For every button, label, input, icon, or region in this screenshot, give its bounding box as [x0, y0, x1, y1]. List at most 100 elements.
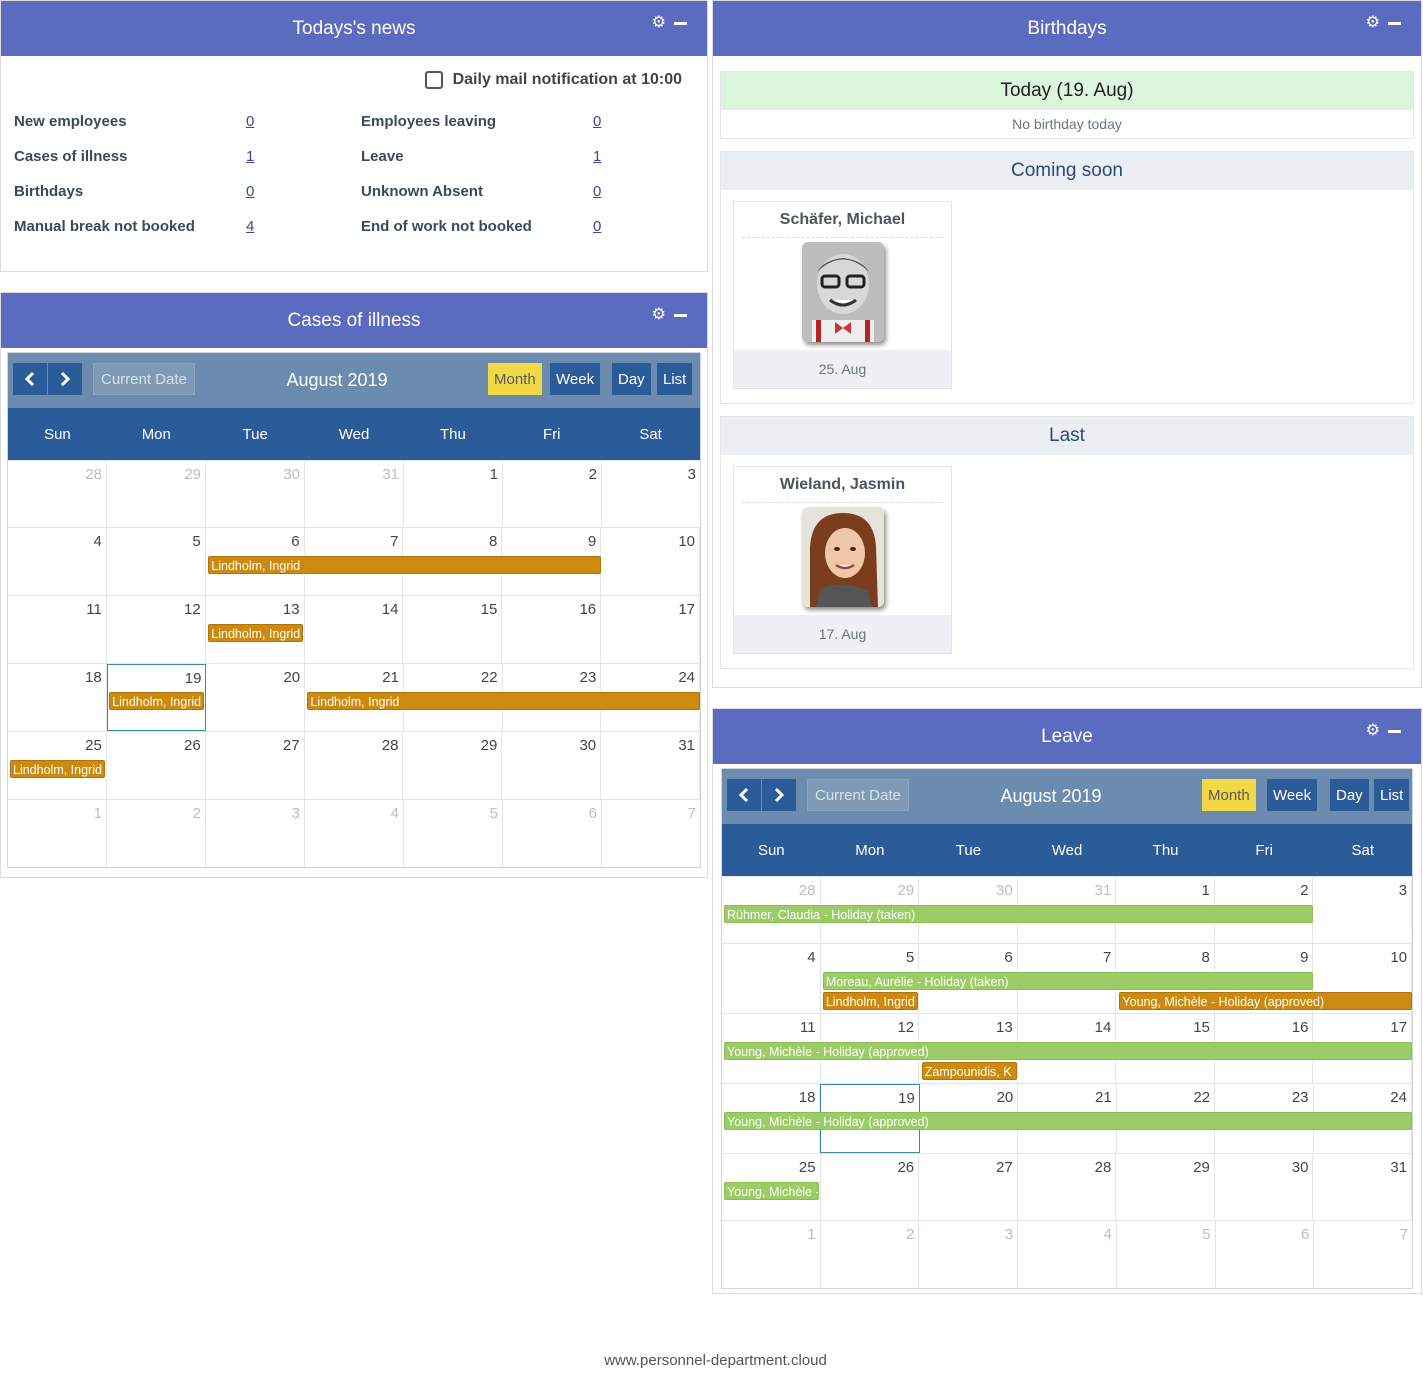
calendar-day-cell[interactable]: 14	[305, 596, 404, 663]
calendar-event[interactable]: Lindholm, Ingrid	[109, 692, 205, 710]
calendar-event[interactable]: Young, Michèle - Holiday (approved)	[1119, 992, 1412, 1010]
gear-icon[interactable]: ⚙	[1365, 722, 1380, 739]
calendar-day-cell[interactable]: 30	[206, 461, 305, 527]
news-item-value-link[interactable]: 0	[246, 113, 255, 130]
calendar-day-cell[interactable]: 31	[305, 461, 404, 527]
calendar-day-cell[interactable]: 3	[919, 1221, 1019, 1288]
news-item-value-link[interactable]: 0	[593, 113, 602, 130]
calendar-day-cell[interactable]: 17	[601, 596, 701, 663]
view-list-button[interactable]: List	[1374, 779, 1410, 811]
news-item-value-link[interactable]: 4	[246, 218, 255, 235]
minimize-icon[interactable]	[1388, 21, 1401, 25]
calendar-day-cell[interactable]: 28	[1018, 1154, 1117, 1220]
calendar-day-cell[interactable]: 18	[8, 664, 107, 731]
gear-icon[interactable]: ⚙	[1365, 14, 1380, 31]
calendar-day-cell[interactable]: 3	[602, 461, 700, 527]
calendar-day-cell[interactable]: 2	[821, 1221, 920, 1288]
calendar-day-cell[interactable]: 7	[602, 800, 700, 867]
minimize-icon[interactable]	[674, 21, 687, 25]
gear-icon[interactable]: ⚙	[651, 14, 666, 31]
calendar-event[interactable]: Young, Michèle - Holiday (approved)	[724, 1042, 1412, 1060]
current-date-button[interactable]: Current Date	[93, 363, 195, 395]
prev-month-button[interactable]	[13, 363, 47, 395]
calendar-event[interactable]: Zampounidis, K	[921, 1062, 1017, 1080]
next-month-button[interactable]	[762, 779, 796, 811]
calendar-event[interactable]: Young, Michèle - Holiday (approved)	[724, 1112, 1412, 1130]
calendar-day-cell[interactable]: 7	[1314, 1221, 1412, 1288]
calendar-day-cell[interactable]: 5	[1117, 1221, 1216, 1288]
calendar-day-cell[interactable]: 4	[305, 800, 404, 867]
calendar-day-cell[interactable]: 1	[404, 461, 503, 527]
calendar-day-cell[interactable]: 25	[8, 732, 107, 799]
calendar-day-cell[interactable]: 25	[722, 1154, 821, 1220]
calendar-day-cell[interactable]: 2	[503, 461, 602, 527]
minimize-icon[interactable]	[674, 313, 687, 317]
calendar-day-cell[interactable]: 29	[107, 461, 206, 527]
day-number: 3	[1398, 882, 1408, 899]
calendar-day-cell[interactable]: 2	[107, 800, 206, 867]
current-date-button[interactable]: Current Date	[807, 779, 909, 811]
calendar-day-cell[interactable]: 4	[722, 944, 821, 1013]
calendar-day-cell[interactable]: 27	[919, 1154, 1018, 1220]
calendar-day-cell[interactable]: 12	[107, 596, 206, 663]
calendar-day-cell[interactable]: 10	[1313, 944, 1413, 1013]
gear-icon[interactable]: ⚙	[651, 306, 666, 323]
news-item-value-link[interactable]: 0	[593, 218, 602, 235]
calendar-event[interactable]: Lindholm, Ingrid	[822, 992, 918, 1010]
calendar-day-cell[interactable]: 15	[403, 596, 503, 663]
calendar-event[interactable]: Lindholm, Ingrid	[307, 692, 700, 710]
calendar-day-cell[interactable]: 30	[1215, 1154, 1314, 1220]
news-item-value-link[interactable]: 1	[593, 148, 602, 165]
calendar-day-cell[interactable]: 5	[404, 800, 503, 867]
calendar-day-cell[interactable]: 19	[106, 664, 207, 731]
calendar-day-cell[interactable]: 3	[206, 800, 305, 867]
calendar-event[interactable]: Lindholm, Ingrid	[208, 556, 601, 574]
view-week-button[interactable]: Week	[550, 363, 601, 395]
calendar-event[interactable]: Moreau, Aurélie - Holiday (taken)	[822, 972, 1314, 990]
calendar-day-cell[interactable]: 4	[8, 528, 107, 595]
view-list-button[interactable]: List	[657, 363, 693, 395]
calendar-day-cell[interactable]: 28	[305, 732, 404, 799]
day-number: 13	[282, 601, 300, 618]
calendar-day-cell[interactable]: 6	[1216, 1221, 1315, 1288]
calendar-day-cell[interactable]: 1	[722, 1221, 821, 1288]
calendar-day-cell[interactable]: 16	[502, 596, 602, 663]
view-day-button[interactable]: Day	[1330, 779, 1369, 811]
next-month-button[interactable]	[48, 363, 82, 395]
calendar-day-cell[interactable]: 30	[502, 732, 602, 799]
calendar-day-cell[interactable]: 20	[206, 664, 306, 731]
calendar-day-cell[interactable]: 26	[821, 1154, 920, 1220]
calendar-day-cell[interactable]: 28	[8, 461, 107, 527]
calendar-day-cell[interactable]: 11	[8, 596, 107, 663]
calendar-day-cell[interactable]: 27	[206, 732, 305, 799]
news-item-value-link[interactable]: 0	[593, 183, 602, 200]
news-item-value-link[interactable]: 0	[246, 183, 255, 200]
calendar-event[interactable]: Young, Michèle -	[724, 1182, 819, 1200]
calendar-day-cell[interactable]: 13	[206, 596, 305, 663]
minimize-icon[interactable]	[1388, 729, 1401, 733]
calendar-day-cell[interactable]: 3	[1313, 877, 1413, 943]
calendar-day-cell[interactable]: 29	[1116, 1154, 1215, 1220]
mail-notification-checkbox[interactable]	[424, 71, 443, 89]
calendar-day-cell[interactable]: 5	[107, 528, 206, 595]
day-number: 30	[579, 737, 597, 754]
calendar-day-cell[interactable]: 10	[601, 528, 701, 595]
view-day-button[interactable]: Day	[612, 363, 651, 395]
news-item-value-link[interactable]: 1	[246, 148, 255, 165]
calendar-day-cell[interactable]: 1	[8, 800, 107, 867]
view-month-button[interactable]: Month	[1202, 779, 1256, 811]
calendar-day-cell[interactable]: 31	[601, 732, 701, 799]
calendar-event[interactable]: Lindholm, Ingrid	[10, 760, 106, 778]
calendar-event[interactable]: Rühmer, Claudia - Holiday (taken)	[724, 905, 1314, 923]
calendar-day-cell[interactable]: 26	[107, 732, 206, 799]
view-month-button[interactable]: Month	[488, 363, 542, 395]
calendar-day-cell[interactable]: 6	[503, 800, 602, 867]
birthday-card[interactable]: Schäfer, Michael 25. Aug	[733, 201, 952, 389]
birthday-card[interactable]: Wieland, Jasmin 17. Aug	[733, 466, 952, 654]
calendar-day-cell[interactable]: 4	[1018, 1221, 1117, 1288]
calendar-event[interactable]: Lindholm, Ingrid	[208, 624, 304, 642]
calendar-day-cell[interactable]: 31	[1313, 1154, 1413, 1220]
view-week-button[interactable]: Week	[1267, 779, 1318, 811]
prev-month-button[interactable]	[727, 779, 761, 811]
calendar-day-cell[interactable]: 29	[403, 732, 503, 799]
